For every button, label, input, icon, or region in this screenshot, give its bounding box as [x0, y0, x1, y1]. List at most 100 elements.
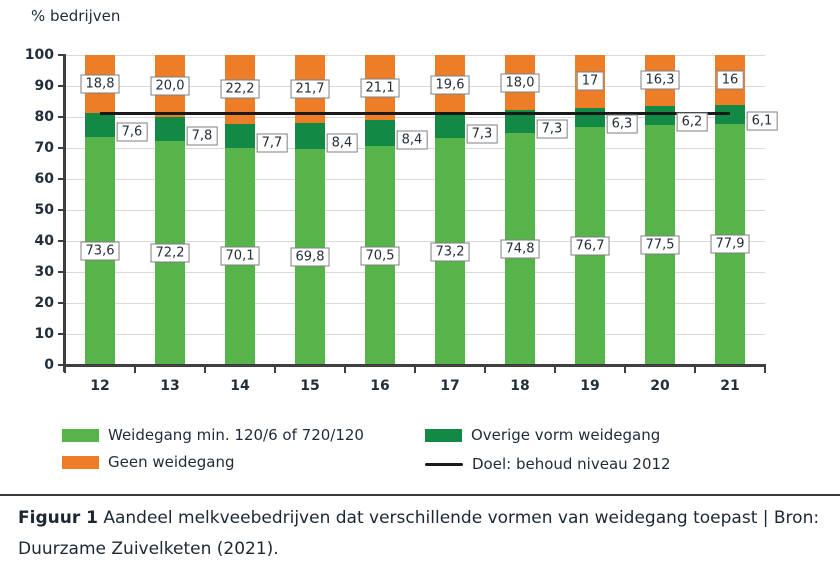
x-category-label: 14 [230, 378, 250, 394]
data-label: 17 [576, 71, 604, 91]
x-axis-tick [764, 367, 766, 373]
x-category-label: 16 [370, 378, 390, 394]
data-label: 73,2 [430, 242, 470, 262]
data-label: 8,4 [396, 130, 428, 150]
y-tick-label: 90 [34, 78, 54, 94]
legend-item-doel: Doel: behoud niveau 2012 [425, 455, 671, 473]
data-label: 7,3 [536, 119, 568, 139]
bar-segment [645, 105, 675, 125]
y-axis-tick [58, 209, 65, 211]
x-axis-tick [134, 367, 136, 373]
bar-segment [365, 120, 395, 147]
data-label: 7,8 [186, 126, 218, 146]
figure-caption-text: Aandeel melkveebedrijven dat verschillen… [18, 508, 820, 559]
y-axis-tick [58, 54, 65, 56]
bar-segment [715, 104, 745, 124]
data-label: 70,5 [360, 246, 400, 266]
data-label: 18,0 [500, 73, 540, 93]
x-category-label: 12 [90, 378, 110, 394]
data-label: 8,4 [326, 133, 358, 153]
x-category-label: 13 [160, 378, 180, 394]
x-category-label: 21 [720, 378, 740, 394]
figure-caption-number: Figuur 1 [18, 508, 98, 528]
data-label: 18,8 [80, 74, 120, 94]
legend-label: Geen weidegang [108, 453, 235, 471]
data-label: 21,7 [290, 79, 330, 99]
data-label: 16,3 [640, 70, 680, 90]
x-category-label: 15 [300, 378, 320, 394]
y-tick-label: 100 [24, 47, 54, 63]
bar-segment [505, 110, 535, 134]
data-label: 72,2 [150, 243, 190, 263]
x-category-label: 18 [510, 378, 530, 394]
data-label: 7,7 [256, 133, 288, 153]
x-category-label: 20 [650, 378, 670, 394]
data-label: 74,8 [500, 239, 540, 259]
data-label: 77,9 [710, 234, 750, 254]
y-axis-tick [58, 85, 65, 87]
data-label: 70,1 [220, 246, 260, 266]
y-axis-tick [58, 333, 65, 335]
bar-segment [155, 117, 185, 142]
legend-item-weidegang: Weidegang min. 120/6 of 720/120 [62, 426, 364, 444]
gridline [65, 85, 765, 87]
data-label: 20,0 [150, 76, 190, 96]
legend-label: Overige vorm weidegang [471, 426, 661, 444]
gridline [65, 116, 765, 118]
gridline [65, 333, 765, 335]
x-axis-tick [414, 367, 416, 373]
geen-weidegang-swatch-icon [62, 455, 99, 469]
y-tick-label: 20 [34, 295, 54, 311]
caption-separator-rule [0, 494, 840, 496]
figure-caption: Figuur 1 Aandeel melkveebedrijven dat ve… [18, 503, 824, 565]
gridline [65, 178, 765, 180]
legend-item-geen-weidegang: Geen weidegang [62, 453, 235, 471]
data-label: 73,6 [80, 241, 120, 261]
data-label: 6,1 [746, 111, 778, 131]
data-label: 16 [716, 70, 744, 90]
gridline [65, 54, 765, 56]
gridline [65, 302, 765, 304]
x-axis-tick [344, 367, 346, 373]
y-tick-label: 80 [34, 109, 54, 125]
y-tick-label: 30 [34, 264, 54, 280]
legend-label: Weidegang min. 120/6 of 720/120 [108, 426, 364, 444]
x-axis-tick [484, 367, 486, 373]
data-label: 76,7 [570, 236, 610, 256]
data-label: 6,3 [606, 114, 638, 134]
plot-area: 0 10 20 30 40 50 60 70 80 90 100 12 13 14 15 16 17 18 19 20… [24, 47, 778, 394]
x-axis-tick [204, 367, 206, 373]
bar-segment [85, 113, 115, 137]
x-axis-tick [274, 367, 276, 373]
y-axis-tick [58, 364, 65, 366]
y-tick-label: 40 [34, 233, 54, 249]
data-label: 21,1 [360, 78, 400, 98]
overige-weidegang-swatch-icon [425, 428, 462, 442]
y-axis-tick [58, 271, 65, 273]
legend-label: Doel: behoud niveau 2012 [472, 455, 671, 473]
y-tick-label: 60 [34, 171, 54, 187]
y-axis-tick [58, 116, 65, 118]
x-axis-tick [64, 367, 66, 373]
y-axis-tick [58, 302, 65, 304]
data-label: 77,5 [640, 235, 680, 255]
y-axis-tick [58, 240, 65, 242]
legend-item-overige-weidegang: Overige vorm weidegang [425, 426, 660, 444]
y-axis [63, 54, 66, 372]
bar-segment [225, 123, 255, 148]
data-label: 7,3 [466, 124, 498, 144]
x-category-label: 17 [440, 378, 460, 394]
bar-segment [295, 122, 325, 149]
target-line [100, 111, 730, 115]
x-category-label: 19 [580, 378, 600, 394]
data-label: 6,2 [676, 112, 708, 132]
x-axis-tick [694, 367, 696, 373]
chart-y-axis-title: % bedrijven [31, 7, 121, 25]
y-tick-label: 0 [44, 357, 54, 373]
y-tick-label: 10 [34, 326, 54, 342]
bar-segment [575, 107, 605, 128]
data-label: 69,8 [290, 247, 330, 267]
gridline [65, 240, 765, 242]
gridline [65, 271, 765, 273]
bar-segment [435, 115, 465, 139]
